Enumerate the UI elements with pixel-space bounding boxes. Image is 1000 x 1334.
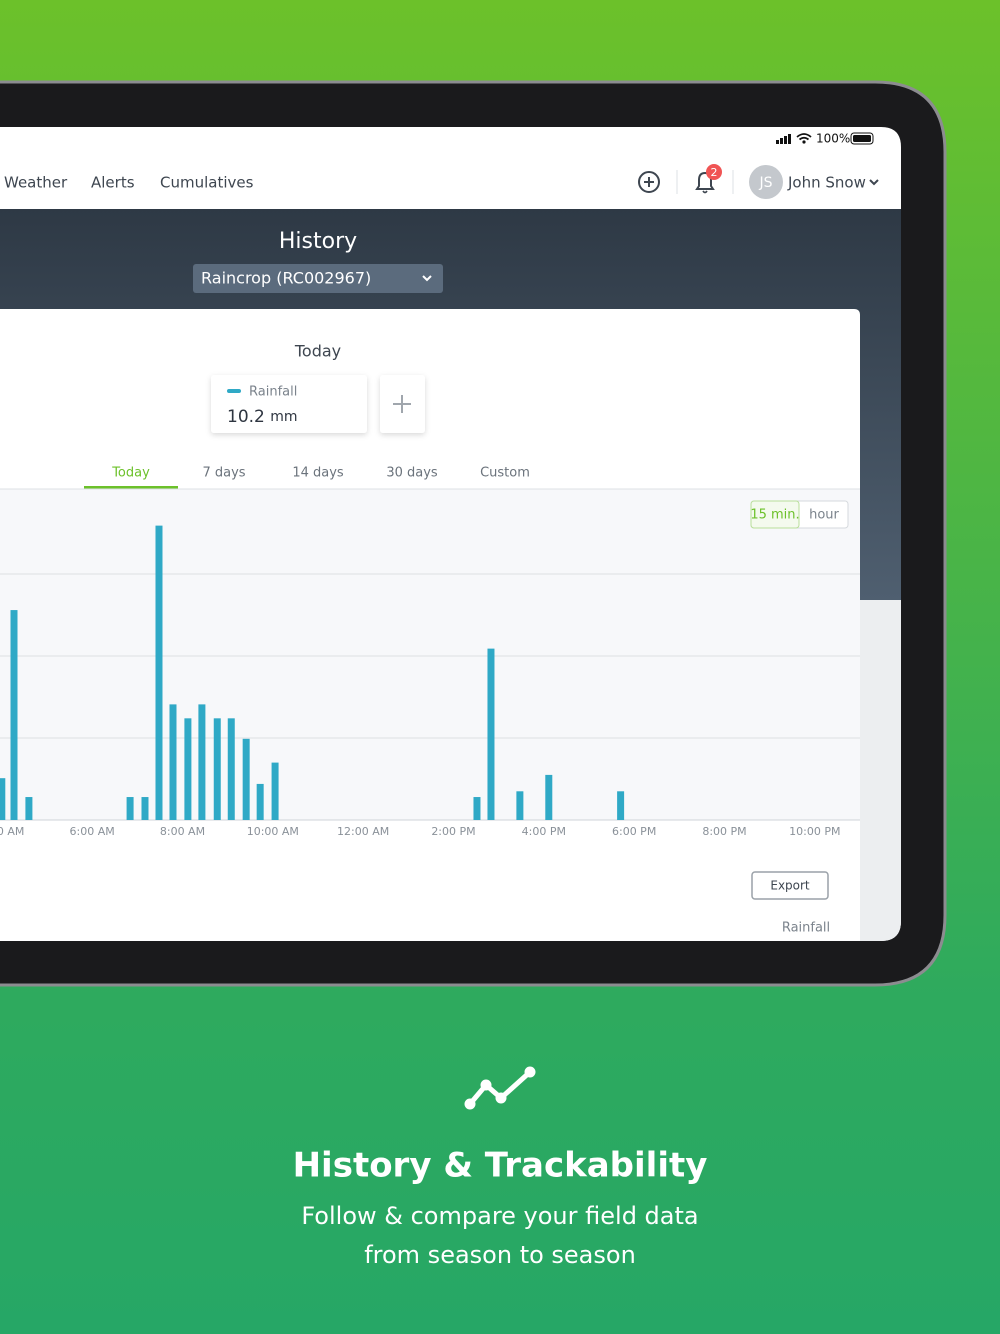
bar xyxy=(271,762,279,820)
avatar-initials: JS xyxy=(758,175,772,191)
device-select[interactable] xyxy=(193,264,443,293)
tab[interactable]: 30 days xyxy=(386,466,438,481)
side-bg xyxy=(860,600,901,941)
chart-area xyxy=(0,489,860,820)
x-tick-label: 10:00 PM xyxy=(789,825,840,838)
bar xyxy=(10,610,18,820)
x-tick-label: 4:00 AM xyxy=(0,825,24,838)
nav-item[interactable]: Cumulatives xyxy=(160,174,254,192)
user-chevron xyxy=(869,179,879,186)
promo-line: from season to season xyxy=(364,1241,636,1269)
notification-count: 2 xyxy=(711,166,718,179)
nav-item[interactable]: Alerts xyxy=(91,174,135,192)
bar xyxy=(184,718,192,820)
x-tick-label: 8:00 PM xyxy=(702,825,746,838)
metric-unit: mm xyxy=(270,409,297,425)
x-tick-label: 8:00 AM xyxy=(160,825,205,838)
interval-active[interactable] xyxy=(750,500,800,529)
promo-line: Follow & compare your field data xyxy=(301,1202,698,1230)
select-chevron xyxy=(422,275,432,282)
user-name[interactable]: John Snow xyxy=(787,174,866,192)
bar xyxy=(126,797,134,820)
tab[interactable]: Today xyxy=(111,466,150,481)
nav-item[interactable]: Weather xyxy=(4,174,68,192)
footer-label: Rainfall xyxy=(782,921,830,936)
x-tick-label: 2:00 PM xyxy=(431,825,475,838)
notifications[interactable] xyxy=(695,164,722,194)
bar xyxy=(155,525,163,820)
export-button[interactable] xyxy=(751,871,829,900)
bar xyxy=(25,797,33,820)
plus-icon xyxy=(393,395,411,413)
bar xyxy=(169,704,177,820)
bar xyxy=(0,778,6,820)
avatar[interactable] xyxy=(749,165,783,199)
add-button[interactable] xyxy=(638,171,660,193)
bar xyxy=(545,774,553,820)
screen: 100% Weather Alerts Cumulatives 2 JS Joh… xyxy=(0,127,901,941)
metric-card[interactable] xyxy=(211,375,367,433)
metric-number: 10.2 xyxy=(227,407,265,427)
status-icons xyxy=(776,132,874,145)
x-tick-label: 12:00 AM xyxy=(337,825,389,838)
metric-value: 10.2 mm xyxy=(227,407,298,427)
bar xyxy=(227,718,235,820)
bar xyxy=(242,738,250,820)
tab[interactable]: 7 days xyxy=(202,466,245,481)
chart: 4:00 AM 6:00 AM 8:00 AM 10:00 AM 12:00 AM 2:0… xyxy=(0,525,860,838)
bar xyxy=(516,791,524,820)
bar xyxy=(473,797,481,820)
bar xyxy=(617,791,625,820)
export-label: Export xyxy=(770,879,810,893)
device-name: Raincrop (RC002967) xyxy=(201,269,371,288)
trend-icon xyxy=(464,1066,536,1110)
x-tick-label: 10:00 AM xyxy=(247,825,299,838)
metric-name: Rainfall xyxy=(249,385,297,400)
interval-option[interactable]: hour xyxy=(809,508,839,523)
bar xyxy=(198,704,206,820)
tab[interactable]: 14 days xyxy=(292,466,344,481)
battery-level: 100% xyxy=(816,132,850,146)
bar xyxy=(256,783,264,820)
tab[interactable]: Custom xyxy=(480,466,530,481)
x-tick-label: 6:00 PM xyxy=(612,825,656,838)
bar xyxy=(213,718,221,820)
x-tick-label: 4:00 PM xyxy=(522,825,566,838)
interval-option[interactable]: 15 min. xyxy=(750,508,799,523)
bar xyxy=(487,648,495,820)
x-tick-label: 6:00 AM xyxy=(70,825,115,838)
tab-indicator xyxy=(84,486,178,489)
metric-swatch xyxy=(227,389,241,393)
page-title: History xyxy=(279,229,357,254)
bar xyxy=(141,797,149,820)
period-label: Today xyxy=(294,342,341,361)
promo-title: History & Trackability xyxy=(293,1146,708,1186)
